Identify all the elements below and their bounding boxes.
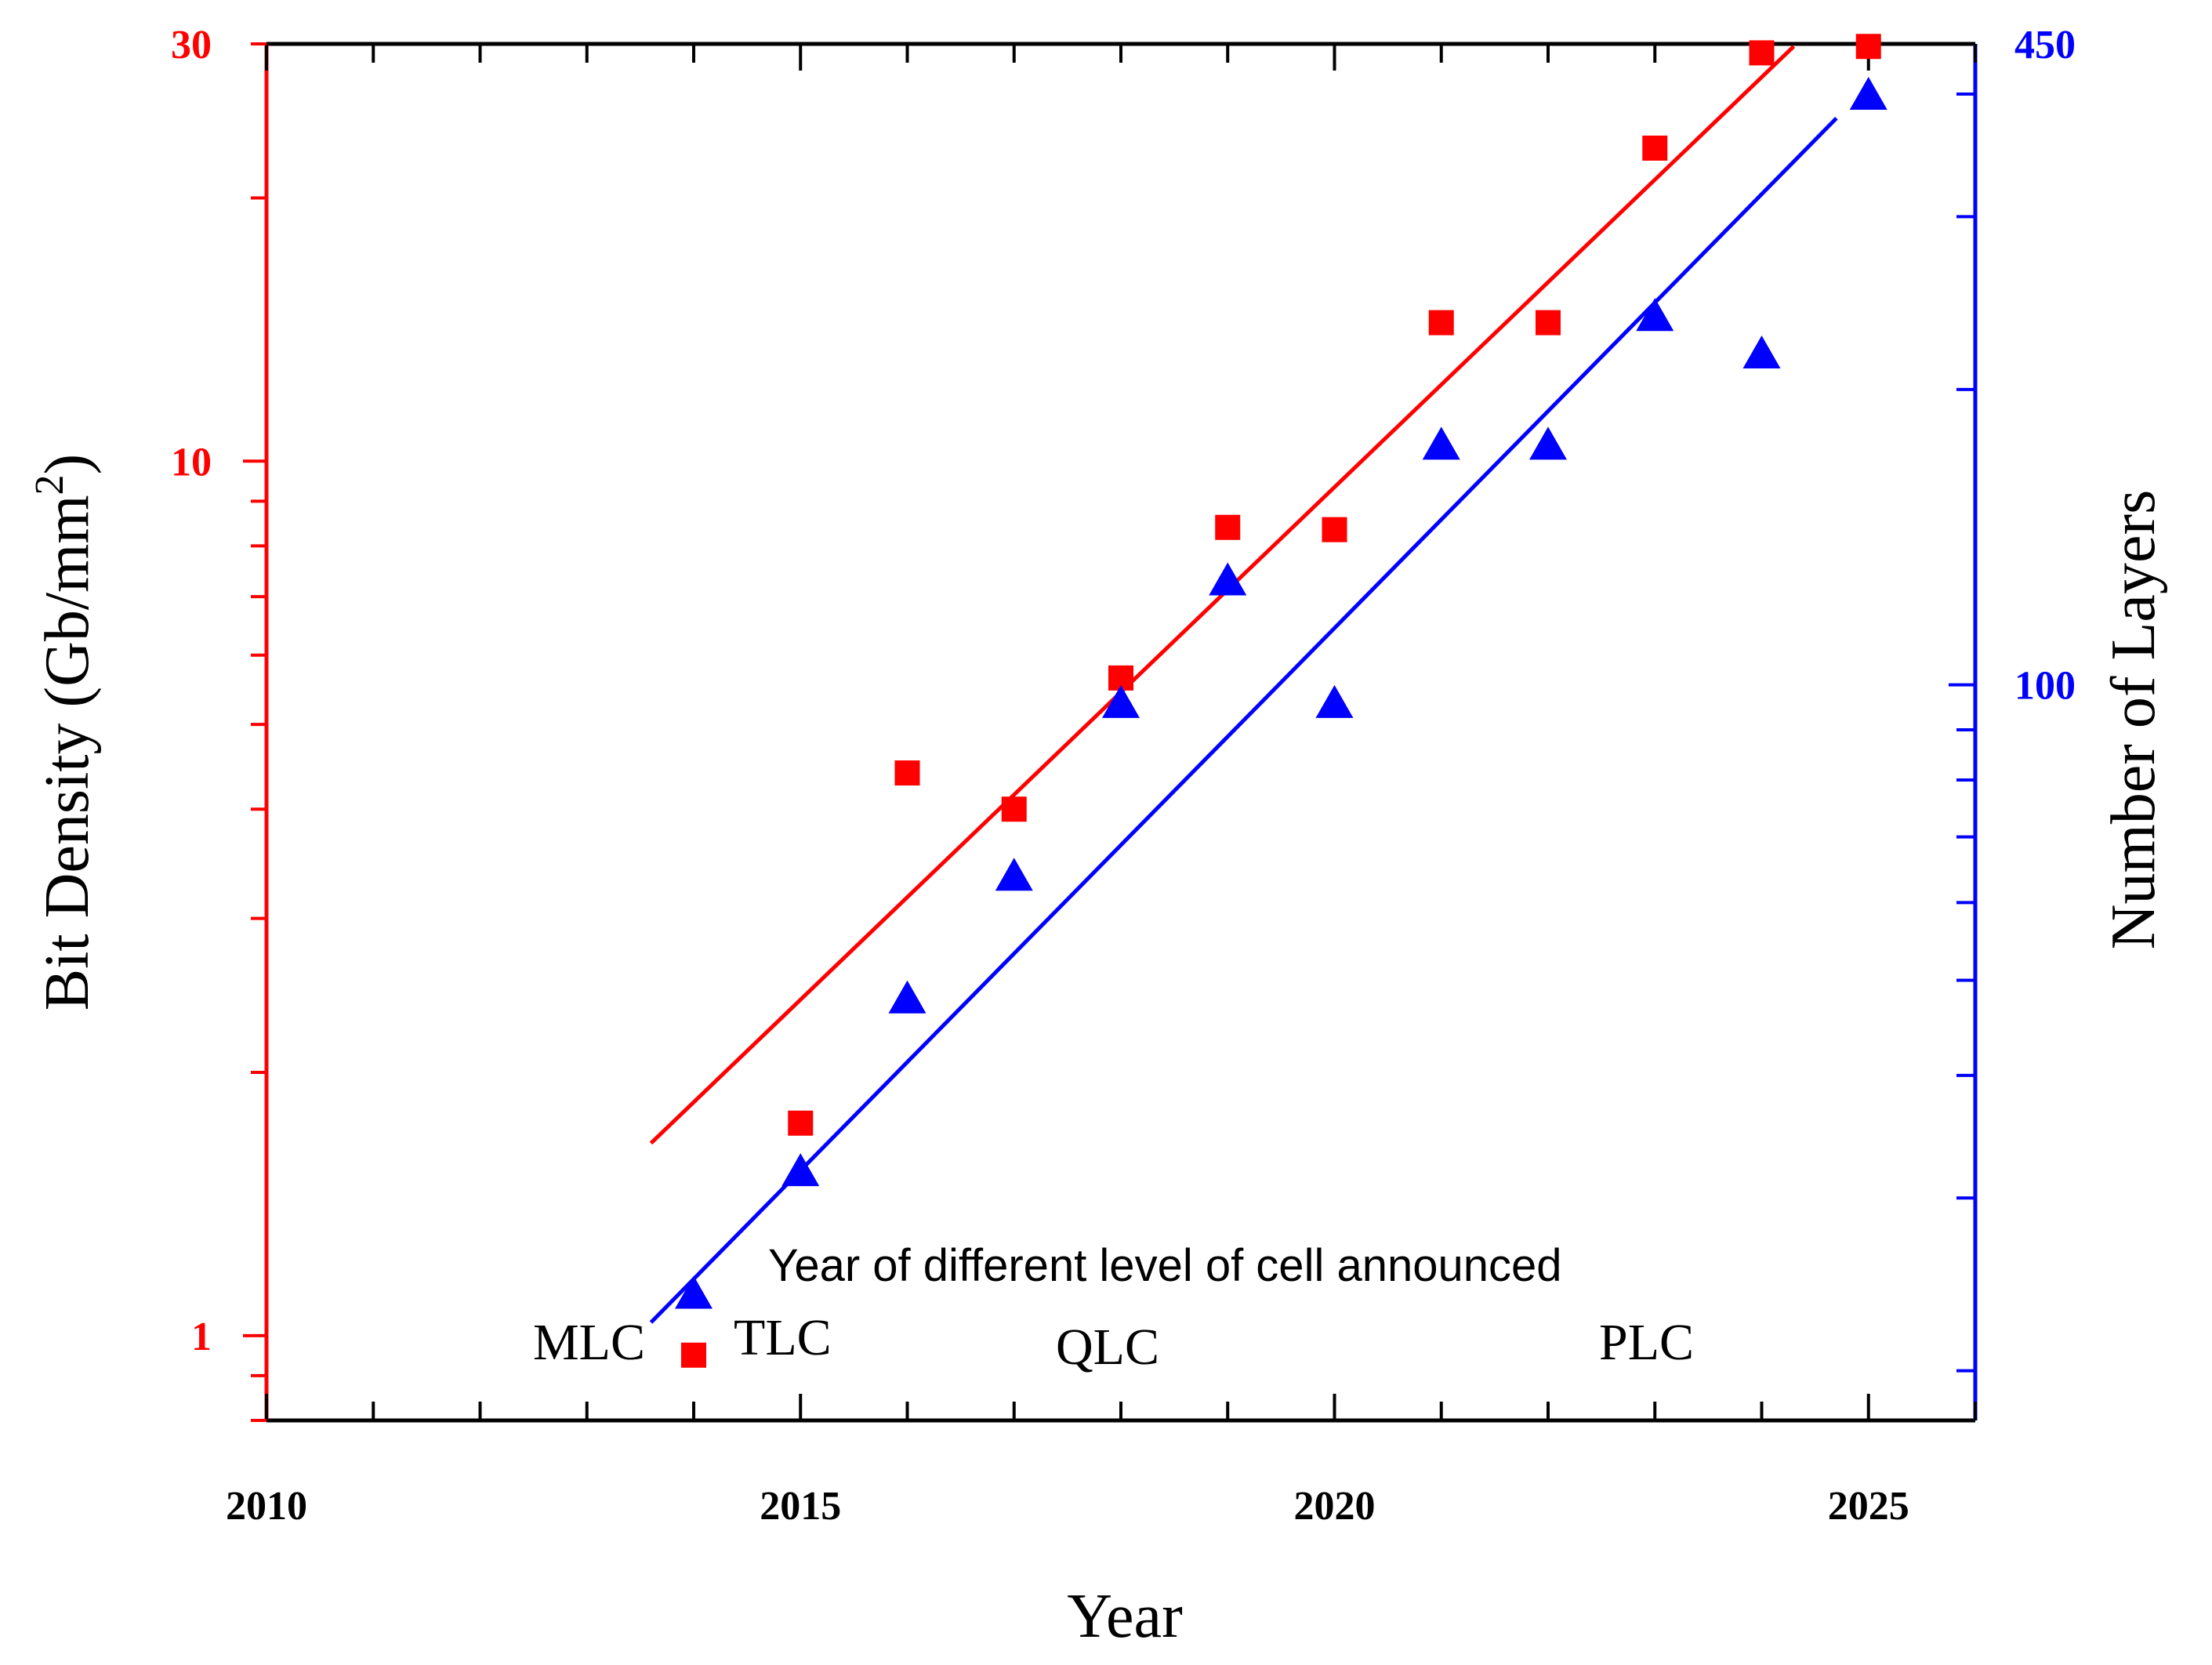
annotation-plc: PLC — [1599, 1314, 1694, 1371]
bit-density-point — [1215, 514, 1241, 540]
layers-point — [1636, 298, 1674, 332]
x-tick-label: 2025 — [1828, 1484, 1909, 1529]
annotation-tlc: TLC — [734, 1309, 832, 1366]
bit-density-point — [894, 760, 920, 786]
left-tick-label: 1 — [191, 1315, 212, 1359]
left-axis-label-sup: 2 — [27, 474, 72, 495]
layers-point — [675, 1275, 713, 1309]
left-axis-label-end: ) — [33, 454, 102, 475]
bit-density-point — [1322, 517, 1347, 542]
right-axis-label: Number of Layers — [2099, 490, 2168, 949]
layers-point — [1102, 684, 1140, 718]
data-points-layer — [675, 34, 1887, 1368]
layers-point — [1209, 562, 1247, 596]
bit-density-point — [1855, 34, 1881, 60]
x-tick-label: 2010 — [226, 1484, 307, 1529]
annotation-mlc: MLC — [533, 1314, 645, 1371]
right-tick-label: 450 — [2014, 23, 2076, 67]
layers-point — [781, 1153, 820, 1187]
bit-density-point — [1428, 310, 1454, 336]
bit-density-point — [788, 1110, 814, 1136]
layers-fit-line — [649, 117, 1838, 1324]
left-axis-label-main: Bit Density (Gb/mm — [33, 495, 102, 1010]
layers-point — [888, 980, 927, 1014]
annotation-qlc: QLC — [1056, 1319, 1159, 1376]
layers-point — [1529, 426, 1567, 460]
left-tick-label: 10 — [171, 440, 212, 484]
ticks-layer — [243, 42, 1977, 1422]
bit-density-point — [1536, 310, 1561, 336]
left-tick-label: 30 — [171, 23, 212, 67]
right-tick-label: 100 — [2014, 664, 2076, 709]
bit-density-point — [1001, 796, 1027, 822]
layers-point — [995, 858, 1033, 891]
bit-density-point — [1642, 135, 1668, 161]
x-axis-label: Year — [1067, 1582, 1182, 1651]
layers-point — [1422, 426, 1460, 460]
bit-density-point — [681, 1342, 706, 1368]
annotation-title: Year of different level of cell announce… — [768, 1240, 1562, 1291]
x-tick-label: 2015 — [760, 1484, 841, 1529]
bit-density-point — [1749, 40, 1775, 66]
left-axis-label: Bit Density (Gb/mm2) — [27, 454, 102, 1010]
x-tick-label: 2020 — [1294, 1484, 1376, 1529]
layers-point — [1849, 77, 1887, 111]
fit-lines-layer — [649, 45, 1838, 1324]
layers-point — [1742, 336, 1781, 369]
layers-point — [1315, 684, 1354, 718]
tick-labels-layer: 2010 2015 2020 2025 1 10 30 100 450 — [171, 23, 2076, 1529]
